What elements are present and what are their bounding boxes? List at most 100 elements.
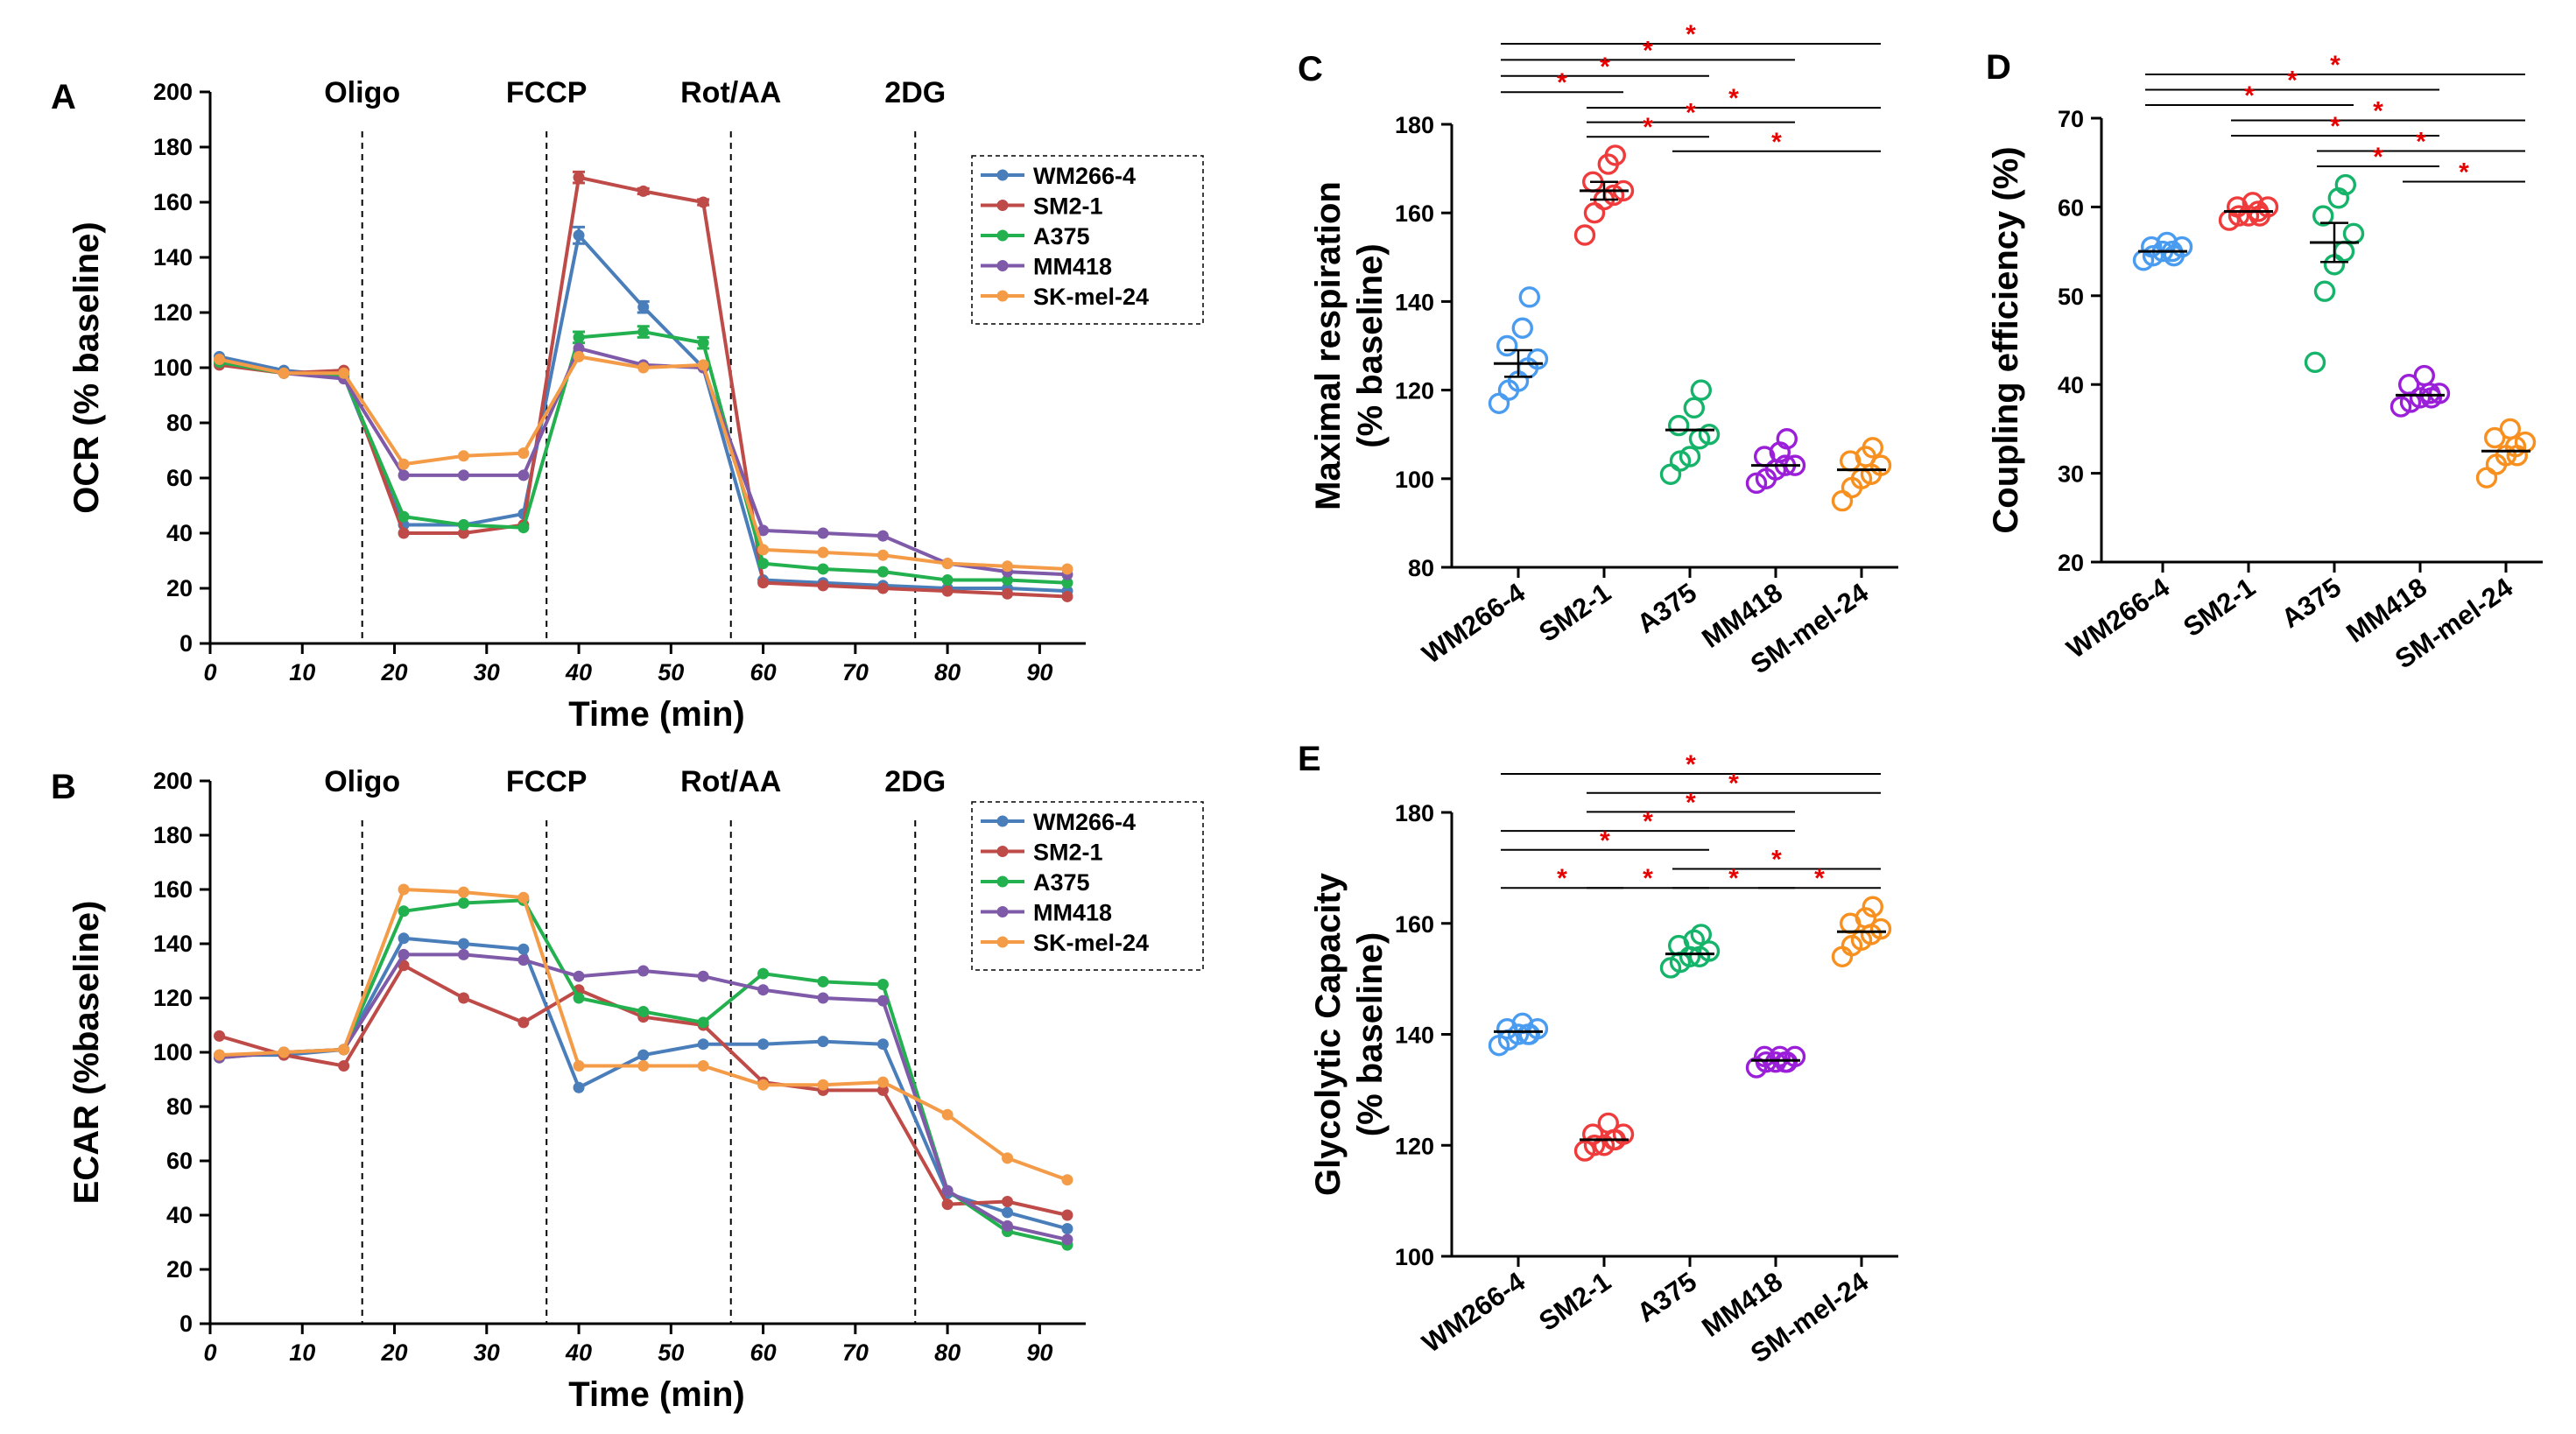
event-label: 2DG xyxy=(884,765,946,798)
y-tick-label: 100 xyxy=(153,355,193,381)
data-point xyxy=(573,992,585,1004)
data-point xyxy=(757,577,770,589)
legend-label: MM418 xyxy=(1033,254,1112,280)
data-point xyxy=(876,582,889,594)
data-point xyxy=(457,948,469,960)
data-point xyxy=(876,1076,889,1088)
data-point xyxy=(1061,577,1073,589)
data-point xyxy=(757,1079,770,1091)
y-tick-label: 200 xyxy=(153,79,193,105)
data-point xyxy=(637,362,650,374)
y-tick-label: 100 xyxy=(1395,467,1434,493)
data-point xyxy=(2499,418,2522,440)
data-point xyxy=(573,1081,585,1093)
event-label: Oligo xyxy=(324,765,400,798)
panel-label: D xyxy=(1986,48,2011,87)
significance-star: * xyxy=(1600,53,1610,81)
data-point xyxy=(1604,144,1627,166)
x-tick-label: 40 xyxy=(565,1339,592,1366)
significance-star: * xyxy=(1686,750,1696,779)
data-point xyxy=(2483,426,2506,449)
y-tick-label: 70 xyxy=(2058,106,2084,132)
significance-star: * xyxy=(1814,864,1825,893)
y-tick-label: 50 xyxy=(2058,284,2084,310)
data-point xyxy=(2249,205,2271,227)
y-axis-title: ECAR (%baseline) xyxy=(67,901,106,1205)
data-point xyxy=(941,1108,954,1121)
data-point xyxy=(338,367,350,379)
legend-swatch-marker xyxy=(996,936,1009,948)
data-point xyxy=(457,938,469,950)
data-point xyxy=(1061,563,1073,575)
data-point xyxy=(697,337,709,349)
data-point xyxy=(278,367,290,379)
significance-star: * xyxy=(1728,770,1739,798)
y-tick-label: 60 xyxy=(166,1148,193,1174)
significance-star: * xyxy=(2330,112,2340,141)
legend-item: A375 xyxy=(981,869,1090,896)
data-point xyxy=(757,1038,770,1051)
group-sm-mel-24 xyxy=(2475,418,2537,489)
x-axis-title: Time (min) xyxy=(568,695,745,734)
data-point xyxy=(573,970,585,982)
data-point xyxy=(1002,587,1014,600)
data-point xyxy=(876,549,889,561)
legend-item: A375 xyxy=(981,223,1090,250)
data-point xyxy=(637,301,650,313)
y-tick-label: 160 xyxy=(1395,911,1434,938)
data-point xyxy=(1862,437,1884,459)
data-point xyxy=(1764,1051,1787,1073)
data-point xyxy=(1573,224,1596,246)
panel-a-ocr-chart: A 0 20 40 60 80 100 120 140 160 180 200 0 10 20 30 40 50 6… xyxy=(51,76,1204,734)
legend-label: SK-mel-24 xyxy=(1033,284,1149,310)
y-tick-label: 80 xyxy=(1408,555,1434,581)
data-point xyxy=(876,530,889,542)
y-axis-title-line2: (% baseline) xyxy=(1351,932,1390,1136)
data-point xyxy=(573,342,585,355)
legend-item: SM2-1 xyxy=(981,193,1103,220)
data-point xyxy=(398,458,410,470)
x-tick-label: 50 xyxy=(658,1339,684,1366)
y-tick-label: 0 xyxy=(179,1311,193,1337)
significance-star: * xyxy=(1728,84,1739,113)
y-tick-label: 80 xyxy=(166,1093,193,1120)
legend-label: A375 xyxy=(1033,869,1090,896)
data-point xyxy=(637,1060,650,1072)
data-point xyxy=(637,1006,650,1017)
x-tick-label: 40 xyxy=(565,659,592,685)
significance-star: * xyxy=(1771,846,1782,875)
series-a375 xyxy=(214,325,1073,589)
panel-label: C xyxy=(1298,50,1323,88)
legend-swatch-marker xyxy=(996,260,1009,271)
data-point xyxy=(457,519,469,531)
legend-item: SK-mel-24 xyxy=(981,930,1149,956)
y-axis-title: Coupling efficiency (%) xyxy=(1987,146,2025,533)
data-point xyxy=(817,546,829,559)
significance-star: * xyxy=(1643,807,1653,836)
panel-label: B xyxy=(51,768,76,806)
y-tick-label: 120 xyxy=(1395,1133,1434,1159)
y-tick-label: 30 xyxy=(2058,461,2084,488)
x-tick-label: 90 xyxy=(1026,1339,1052,1366)
data-point xyxy=(2163,244,2185,267)
data-point xyxy=(1690,924,1713,945)
data-point xyxy=(398,948,410,960)
legend-label: MM418 xyxy=(1033,900,1112,926)
data-point xyxy=(517,1016,530,1029)
significance-star: * xyxy=(2373,143,2383,172)
data-point xyxy=(517,447,530,460)
legend-item: WM266-4 xyxy=(981,809,1136,835)
significance-brackets: * * * * * * * * xyxy=(1501,20,1881,157)
y-tick-label: 120 xyxy=(1395,378,1434,404)
data-point xyxy=(941,585,954,597)
significance-star: * xyxy=(2373,97,2383,126)
data-point xyxy=(817,580,829,592)
data-point xyxy=(398,510,410,523)
data-point xyxy=(2312,205,2334,227)
data-point xyxy=(876,566,889,578)
data-point xyxy=(573,350,585,362)
data-point xyxy=(1698,424,1721,446)
x-tick-label: 10 xyxy=(289,659,315,685)
data-point xyxy=(278,1046,290,1058)
legend-label: SM2-1 xyxy=(1033,840,1103,866)
